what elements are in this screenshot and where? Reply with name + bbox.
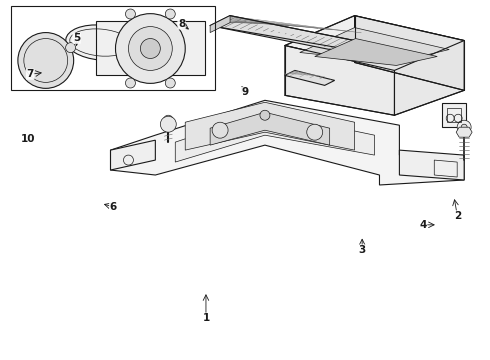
Circle shape [457,120,471,134]
Circle shape [116,14,185,84]
Circle shape [66,43,75,53]
Polygon shape [111,140,155,170]
Polygon shape [175,112,374,162]
Polygon shape [300,28,449,62]
Polygon shape [315,39,437,66]
Circle shape [125,78,135,88]
Polygon shape [185,102,355,150]
Circle shape [160,116,176,132]
Circle shape [165,78,175,88]
Polygon shape [285,71,335,85]
Polygon shape [442,103,466,127]
Circle shape [461,124,467,130]
Polygon shape [399,150,464,180]
Circle shape [307,124,323,140]
Polygon shape [210,112,330,145]
Polygon shape [210,15,355,50]
Polygon shape [355,15,464,90]
Text: 3: 3 [359,245,366,255]
Text: 1: 1 [202,313,210,323]
Text: 9: 9 [242,87,248,97]
Circle shape [18,32,73,88]
Circle shape [212,122,228,138]
Circle shape [125,9,135,19]
Circle shape [123,30,133,40]
Text: 6: 6 [110,202,117,212]
Circle shape [260,110,270,120]
Polygon shape [96,21,205,75]
Polygon shape [285,45,394,115]
Circle shape [163,115,173,125]
Circle shape [165,9,175,19]
Text: 4: 4 [419,220,427,230]
Text: 5: 5 [73,33,80,43]
Polygon shape [394,41,464,115]
Polygon shape [456,127,472,137]
Polygon shape [285,15,464,71]
Circle shape [125,43,136,53]
Text: 10: 10 [21,134,35,144]
Polygon shape [210,15,230,32]
Circle shape [141,39,160,58]
Text: 7: 7 [26,69,34,79]
Text: 2: 2 [454,211,461,221]
Polygon shape [111,100,464,185]
Circle shape [128,27,172,71]
Ellipse shape [66,25,135,60]
Text: 8: 8 [178,19,185,29]
